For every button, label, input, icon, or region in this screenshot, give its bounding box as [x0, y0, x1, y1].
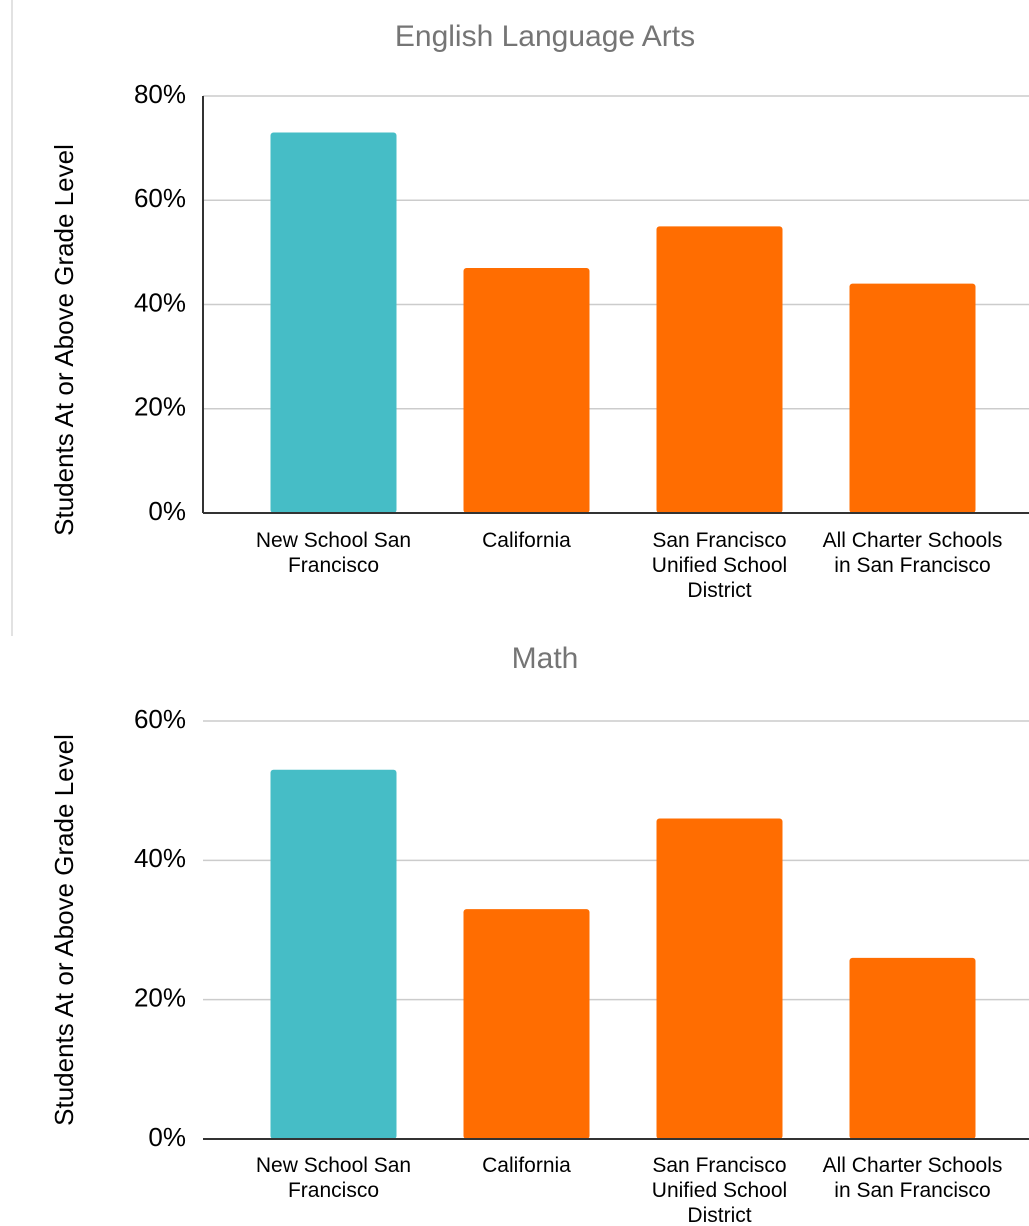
- x-tick-label: New School San Francisco: [255, 1154, 412, 1202]
- chart-title: English Language Arts: [395, 20, 695, 53]
- bar: [849, 957, 976, 1139]
- y-tick-label: 60%: [134, 704, 186, 734]
- x-tick-label: San Francisco Unified School District: [651, 529, 788, 602]
- bar: [656, 226, 783, 513]
- chart-title: Math: [512, 642, 579, 675]
- x-tick-label: California: [482, 1154, 571, 1177]
- bar: [656, 818, 783, 1139]
- y-tick-label: 0%: [148, 496, 186, 526]
- y-tick-label: 0%: [148, 1122, 186, 1152]
- x-tick-label: California: [482, 529, 571, 552]
- y-tick-label: 60%: [134, 183, 186, 213]
- x-tick-label: All Charter Schools in San Francisco: [822, 1154, 1003, 1202]
- y-tick-label: 40%: [134, 287, 186, 317]
- bar: [463, 909, 590, 1139]
- bar: [463, 268, 590, 513]
- bar: [270, 769, 397, 1139]
- y-axis-title: Students At or Above Grade Level: [49, 144, 79, 536]
- y-axis-title: Students At or Above Grade Level: [49, 734, 79, 1126]
- bar: [849, 283, 976, 513]
- x-tick-label: New School San Francisco: [255, 529, 412, 577]
- y-tick-label: 20%: [134, 392, 186, 422]
- y-tick-label: 20%: [134, 983, 186, 1013]
- y-tick-label: 40%: [134, 843, 186, 873]
- bar: [270, 132, 397, 514]
- x-tick-label: All Charter Schools in San Francisco: [822, 529, 1003, 577]
- y-tick-label: 80%: [134, 79, 186, 109]
- x-tick-label: San Francisco Unified School District: [651, 1154, 788, 1226]
